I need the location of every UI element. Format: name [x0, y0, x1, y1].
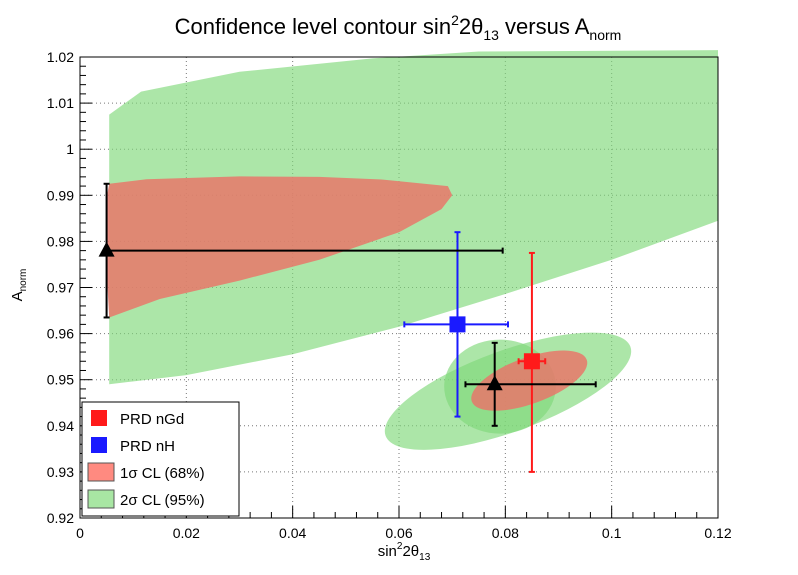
legend-label-prd-ngd: PRD nGd [120, 411, 184, 428]
y-tick-label: 0.93 [47, 464, 74, 480]
x-axis-label: sin22θ13 [378, 541, 431, 563]
point-best-fit-2 [486, 375, 503, 391]
y-tick-label: 0.95 [47, 372, 74, 388]
y-tick-label: 0.99 [47, 187, 74, 203]
legend-swatch-2-cl-95 [87, 489, 115, 509]
legend-label-prd-nh: PRD nH [120, 438, 175, 455]
legend-swatch-prd-ngd [91, 410, 107, 426]
y-tick-label: 1.01 [47, 95, 74, 111]
x-tick-label: 0.06 [385, 525, 412, 541]
x-tick-label: 0.04 [279, 525, 306, 541]
legend: PRD nGd PRD nH 1σ CL (68%) 2σ CL (95%) [81, 401, 240, 517]
y-tick-label: 1.02 [47, 49, 74, 65]
point-best-fit-1 [98, 241, 115, 257]
x-tick-label: 0.12 [704, 525, 731, 541]
legend-swatch-prd-nh [91, 437, 107, 453]
legend-label-1-cl-68: 1σ CL (68%) [120, 465, 205, 482]
y-tick-label: 0.96 [47, 326, 74, 342]
y-tick-label: 0.92 [47, 510, 74, 526]
legend-swatch-1-cl-68 [87, 462, 115, 482]
marker-layer [98, 241, 540, 391]
chart-title: Confidence level contour sin22θ13 versus… [175, 12, 622, 43]
y-tick-label: 0.97 [47, 280, 74, 296]
y-axis-label: Anorm [9, 269, 29, 302]
x-tick-label: 0.1 [602, 525, 622, 541]
point-prd-ngd [523, 353, 540, 370]
x-tick-label: 0 [76, 525, 84, 541]
axis-ticks: 0 0.02 0.04 0.06 0.08 0.1 0.12 0.92 0.93 0.94 0.95… [47, 49, 732, 541]
x-tick-label: 0.02 [173, 525, 200, 541]
y-tick-label: 0.98 [47, 233, 74, 249]
point-prd-nh [449, 316, 466, 333]
contour-layer [106, 50, 718, 450]
y-tick-label: 1 [66, 141, 74, 157]
contour-1sigma-4 [106, 176, 453, 318]
x-tick-label: 0.08 [492, 525, 519, 541]
contour-1sigma-5 [471, 350, 588, 411]
y-tick-label: 0.94 [47, 418, 74, 434]
legend-label-2-cl-95: 2σ CL (95%) [120, 492, 205, 509]
